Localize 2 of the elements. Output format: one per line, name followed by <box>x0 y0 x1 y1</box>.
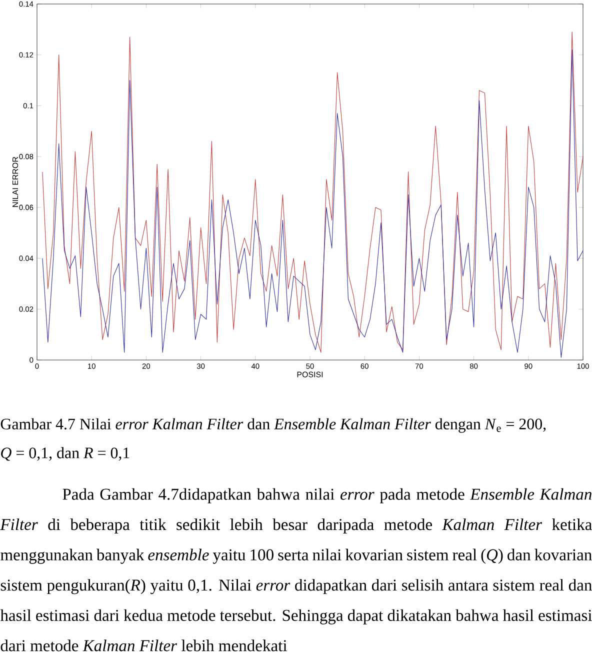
text: Pada Gambar 4.7didapatkan bahwa nilai error pada metode Ensemble Kalman Filter di beberapa titik sedikit lebih besar daripada metode Kalman Filter ketika menggunakan banyak ensemble yaitu 100 serta nilai kovarian sistem real (Q) dan kovarian sistem pengukuran(R) yaitu 0,1. Nilai error didapatkan dari selisih antara sistem real dan hasil estimasi dari kedua metode tersebut. Sehingga dapat dikatakan bahwa hasil estimasi dari metode Kalman Filter lebih mendekati <box>0 488 592 652</box>
text: Gambar 4.7 Nilai error Kalman Filter dan Ensemble Kalman Filter dengan N$_{e}$ = 200, Q = 0,1, dan R = 0,1 <box>0 418 546 461</box>
